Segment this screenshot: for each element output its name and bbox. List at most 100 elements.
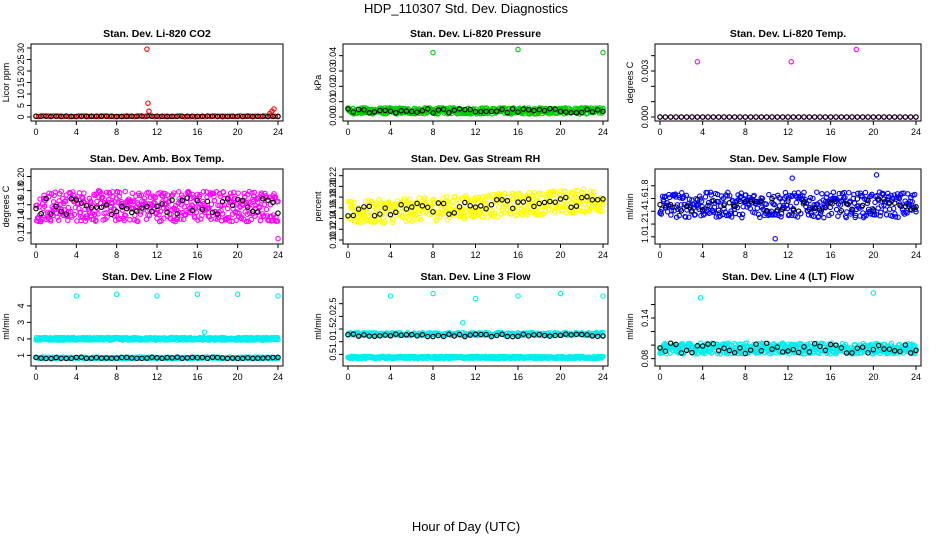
- data-point: [576, 204, 583, 210]
- data-point: [154, 113, 160, 119]
- x-tick-label: 16: [513, 127, 523, 137]
- figure-xlabel: Hour of Day (UTC): [412, 519, 520, 534]
- data-point: [177, 216, 184, 222]
- data-point: [891, 114, 898, 120]
- data-point: [71, 211, 78, 218]
- data-point: [134, 208, 140, 214]
- data-point: [36, 212, 43, 218]
- x-tick-label: 12: [783, 127, 793, 137]
- y-tick-label: 25: [16, 54, 26, 64]
- data-point: [242, 113, 248, 120]
- y-tick-label: 1.0: [328, 335, 338, 348]
- data-point: [157, 208, 164, 215]
- data-point: [853, 46, 860, 53]
- data-point: [726, 114, 733, 120]
- data-point: [711, 209, 717, 216]
- data-point: [891, 200, 898, 206]
- data-point: [494, 214, 501, 220]
- data-point: [65, 217, 71, 224]
- data-point: [699, 207, 706, 213]
- data-point: [486, 192, 493, 199]
- data-point: [227, 190, 234, 196]
- data-point: [694, 114, 701, 120]
- data-point: [572, 188, 578, 194]
- data-point: [260, 196, 266, 202]
- y-tick-label: 1.8: [640, 180, 650, 193]
- data-point: [76, 113, 82, 119]
- data-point: [440, 200, 447, 207]
- data-point: [270, 199, 276, 206]
- data-point: [828, 210, 835, 217]
- data-point: [515, 46, 521, 53]
- data-point: [176, 113, 183, 119]
- data-point: [892, 211, 898, 217]
- data-point: [403, 218, 409, 225]
- data-point: [667, 114, 674, 120]
- panel-title: Stan. Dev. Li-820 Temp.: [730, 28, 846, 40]
- data-point: [827, 114, 834, 120]
- data-point: [678, 202, 684, 208]
- data-point: [179, 197, 185, 204]
- data-point: [600, 49, 606, 56]
- data-point: [68, 113, 75, 120]
- data-point: [37, 196, 43, 202]
- data-point: [83, 202, 90, 209]
- data-point: [779, 114, 786, 120]
- data-point: [875, 114, 882, 120]
- points-layer: [33, 46, 281, 120]
- data-point: [721, 114, 727, 120]
- data-point: [403, 108, 410, 114]
- data-point: [174, 216, 180, 223]
- data-point: [885, 193, 892, 200]
- data-point: [418, 216, 424, 223]
- data-point: [843, 200, 850, 207]
- data-point: [806, 197, 812, 204]
- data-point: [355, 106, 362, 113]
- data-point: [204, 198, 211, 205]
- data-point: [217, 113, 223, 119]
- data-point: [913, 203, 919, 210]
- data-point: [509, 106, 516, 112]
- data-point: [859, 202, 866, 209]
- points-layer: [657, 172, 919, 242]
- data-point: [865, 114, 871, 120]
- data-point: [843, 114, 850, 120]
- data-point: [557, 108, 564, 115]
- data-point: [152, 194, 159, 201]
- data-point: [870, 114, 877, 120]
- data-point: [897, 114, 903, 120]
- y-tick-label: 1.6: [640, 192, 650, 205]
- data-point: [895, 214, 901, 221]
- data-point: [93, 217, 99, 224]
- data-point: [118, 203, 125, 210]
- data-point: [673, 204, 679, 210]
- data-point: [206, 205, 212, 211]
- data-point: [894, 194, 900, 201]
- data-point: [116, 113, 122, 120]
- data-point: [195, 217, 201, 223]
- x-tick-label: 24: [911, 127, 921, 137]
- data-point: [599, 208, 605, 214]
- data-point: [504, 109, 511, 116]
- data-point: [590, 189, 597, 196]
- data-point: [773, 211, 779, 218]
- data-point: [747, 198, 754, 204]
- data-point: [657, 114, 663, 120]
- data-point: [255, 113, 261, 120]
- data-point: [112, 217, 119, 224]
- data-point: [73, 197, 80, 203]
- data-point: [578, 194, 585, 201]
- x-tick-label: 16: [192, 127, 202, 137]
- data-point: [149, 113, 155, 120]
- points-layer: [33, 291, 281, 362]
- data-point: [692, 211, 698, 218]
- data-point: [43, 113, 49, 119]
- data-point: [909, 199, 915, 205]
- data-point: [789, 212, 795, 219]
- data-point: [515, 199, 521, 205]
- data-point: [820, 197, 826, 204]
- data-point: [455, 197, 461, 203]
- x-tick-label: 0: [657, 127, 662, 137]
- y-tick-label: 1.4: [640, 205, 650, 218]
